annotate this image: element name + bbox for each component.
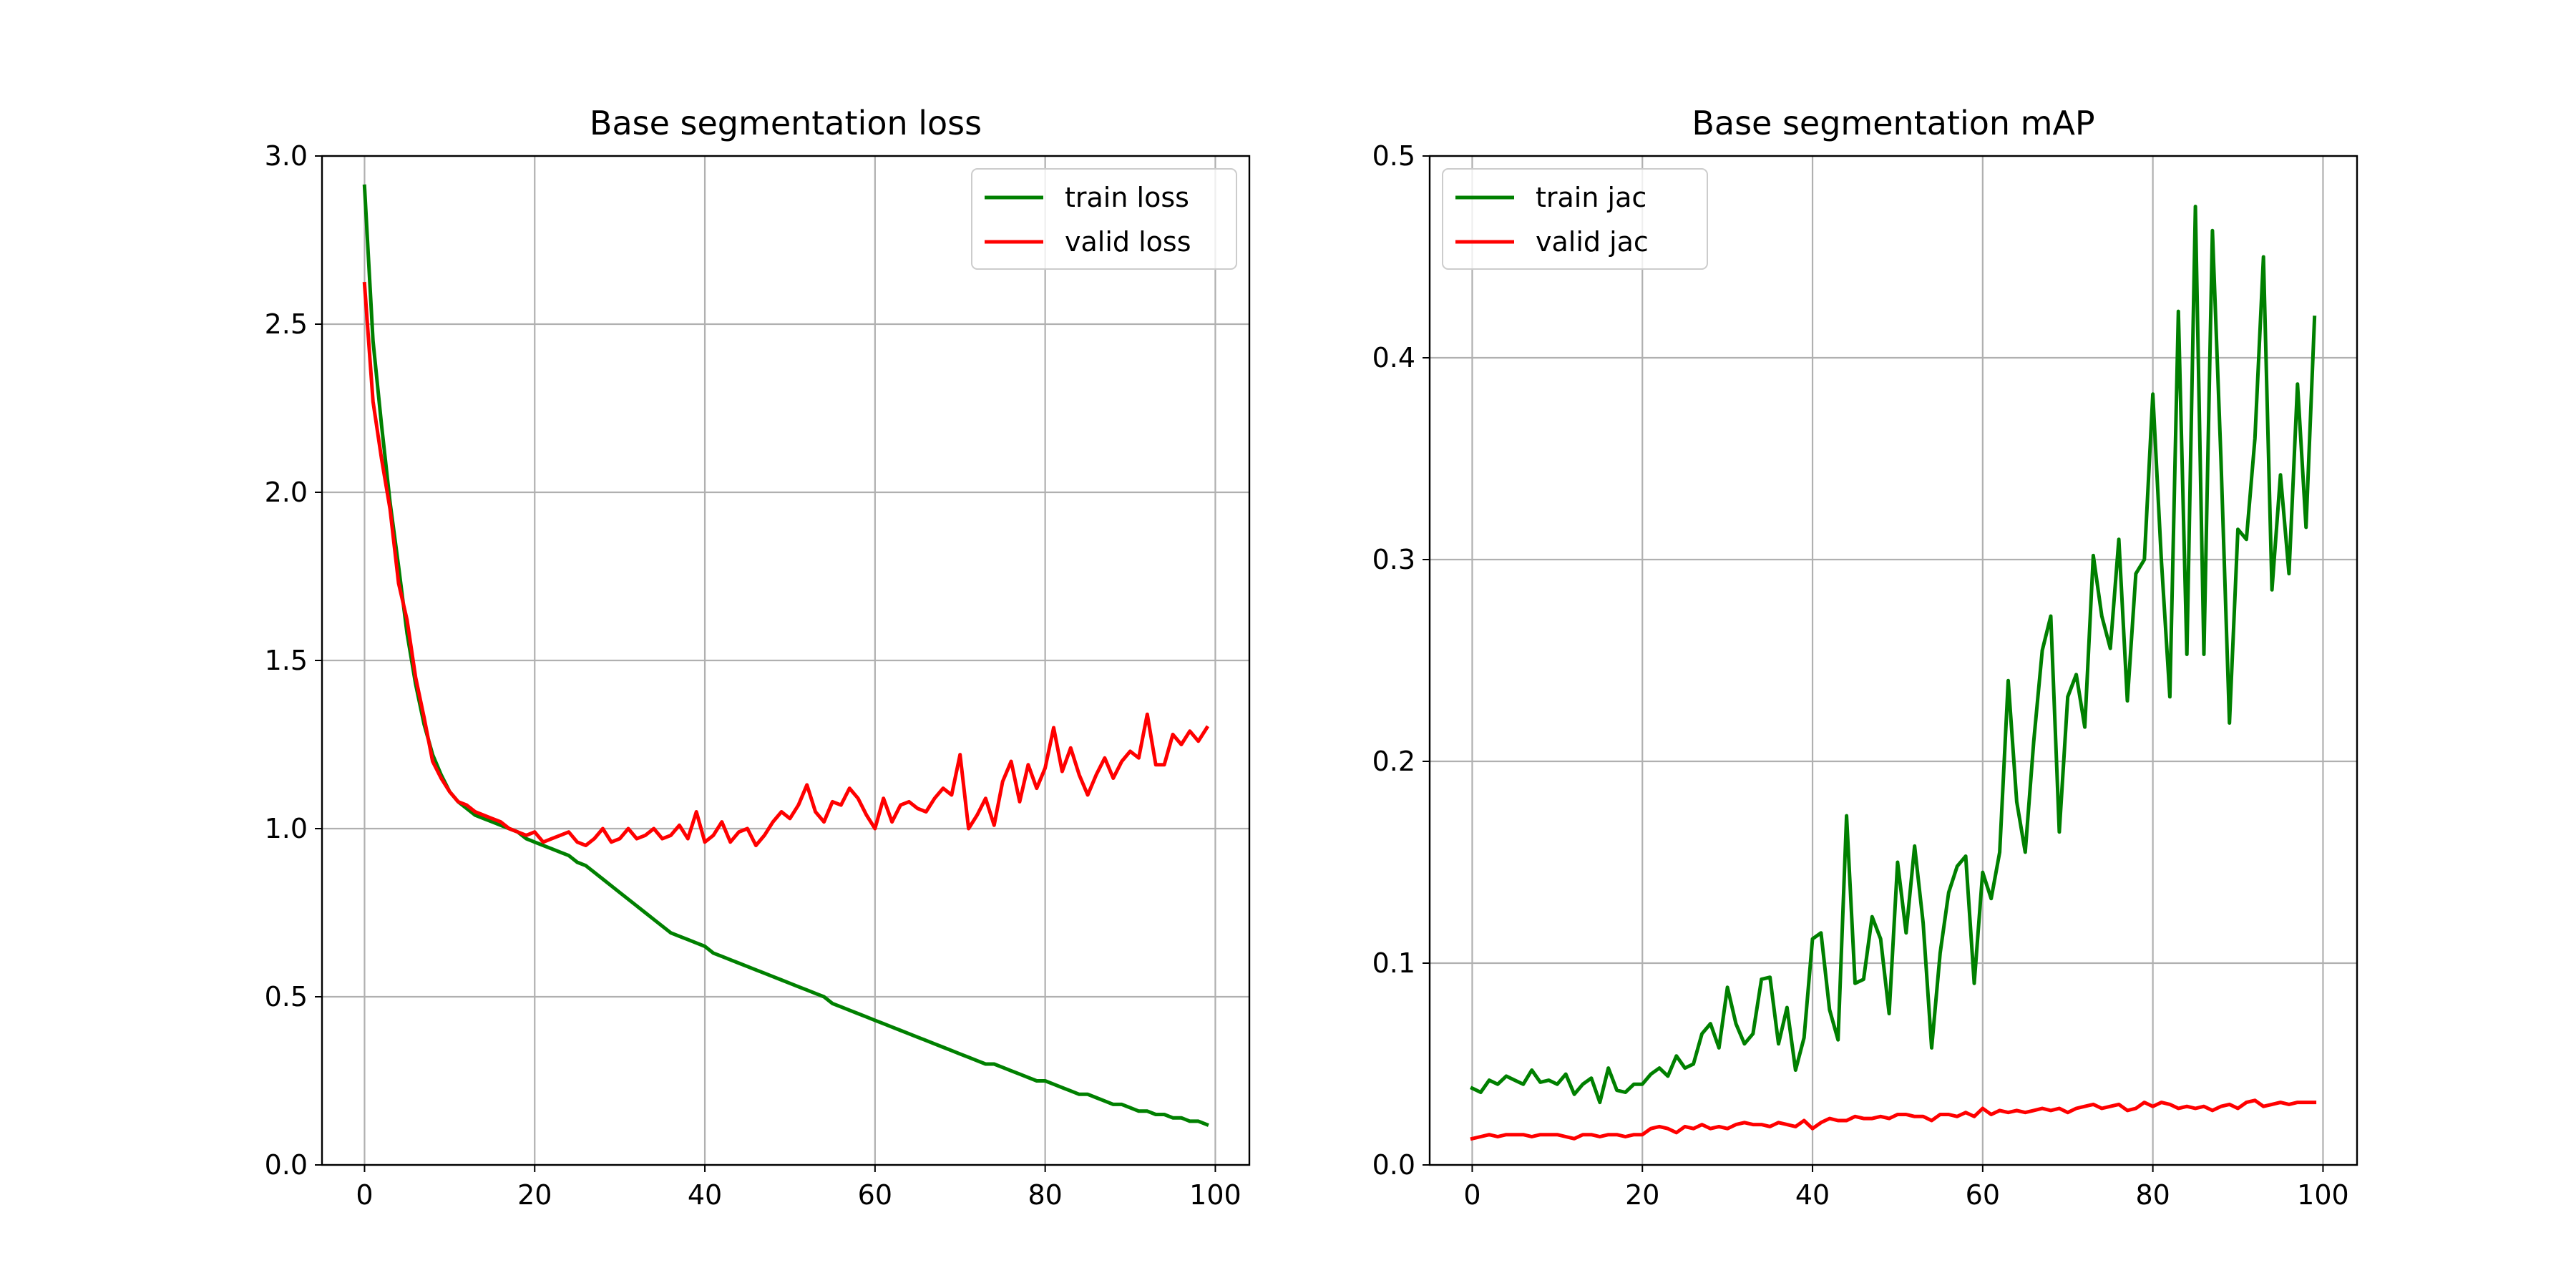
map-ytick-label-5: 0.5 [1372, 140, 1415, 172]
map-chart-legend: train jac valid jac [1442, 168, 1708, 270]
loss-xtick-label-5: 100 [1189, 1179, 1241, 1211]
map-legend-label-0: train jac [1536, 182, 1646, 213]
loss-ytick-label-3: 1.5 [265, 645, 308, 676]
map-series-train-jac [1470, 205, 2317, 1105]
loss-ytick-label-2: 1.0 [265, 813, 308, 844]
loss-ytick-label-4: 2.0 [265, 477, 308, 508]
map-xtick-label-4: 80 [2135, 1179, 2170, 1211]
map-xtick-label-1: 20 [1625, 1179, 1659, 1211]
loss-xtick-label-4: 80 [1028, 1179, 1062, 1211]
loss-ytick-label-5: 2.5 [265, 308, 308, 340]
map-ytick-label-2: 0.2 [1372, 746, 1415, 777]
loss-chart-legend: train loss valid loss [971, 168, 1237, 270]
loss-ytick-label-1: 0.5 [265, 981, 308, 1013]
loss-legend-label-1: valid loss [1065, 226, 1191, 258]
map-chart-frame [1428, 155, 2358, 1166]
loss-xtick-label-3: 60 [858, 1179, 892, 1211]
loss-series-valid-loss [362, 281, 1210, 847]
loss-chart-grid [322, 155, 1249, 1166]
loss-xtick-label-1: 20 [517, 1179, 552, 1211]
loss-legend-box [971, 168, 1237, 270]
map-legend-box [1442, 168, 1708, 270]
map-ytick-label-3: 0.3 [1372, 544, 1415, 575]
map-ytick-label-4: 0.4 [1372, 342, 1415, 374]
map-xtick-label-3: 60 [1966, 1179, 2000, 1211]
map-xtick-label-0: 0 [1463, 1179, 1480, 1211]
map-xtick-label-2: 40 [1795, 1179, 1830, 1211]
loss-legend-label-0: train loss [1065, 182, 1189, 213]
map-legend-label-1: valid jac [1536, 226, 1649, 258]
loss-chart-ticks: 0 20 40 60 80 100 0.0 0.5 1.0 1.5 2.0 2.5 3.0 [265, 140, 1241, 1211]
map-ytick-label-1: 0.1 [1372, 947, 1415, 979]
map-xtick-label-5: 100 [2297, 1179, 2349, 1211]
loss-chart-title: Base segmentation loss [590, 104, 982, 142]
loss-xtick-label-2: 40 [688, 1179, 722, 1211]
loss-xtick-label-0: 0 [356, 1179, 373, 1211]
map-chart-title: Base segmentation mAP [1692, 104, 2094, 142]
map-chart-lines [1470, 205, 2317, 1141]
map-chart-ticks: 0 20 40 60 80 100 0.0 0.1 0.2 0.3 0.4 0.5 [1372, 140, 2349, 1211]
map-series-valid-jac [1470, 1098, 2317, 1141]
map-ytick-label-0: 0.0 [1372, 1149, 1415, 1181]
loss-chart: Base segmentation loss 0 20 40 60 80 100 0.0 0.… [265, 104, 1251, 1211]
loss-ytick-label-0: 0.0 [265, 1149, 308, 1181]
loss-ytick-label-6: 3.0 [265, 140, 308, 172]
loss-chart-lines [362, 184, 1210, 1127]
map-chart: Base segmentation mAP 0 20 40 60 80 100 0.0 0.1… [1372, 104, 2358, 1211]
